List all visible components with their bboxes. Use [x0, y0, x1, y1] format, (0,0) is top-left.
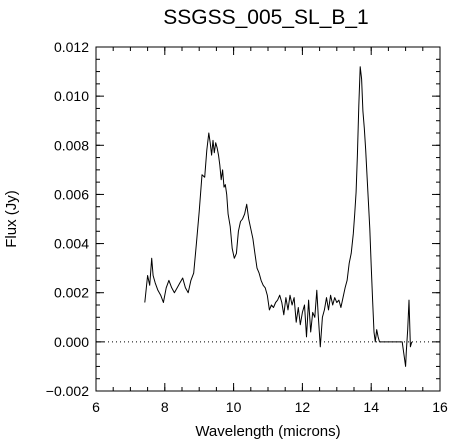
x-axis: 6 8 10 12 14 16: [92, 47, 448, 415]
plot-frame: [95, 46, 441, 392]
y-tick-label: 0.002: [54, 285, 89, 301]
y-tick-label: 0.010: [54, 88, 89, 104]
y-tick-label: 0.008: [54, 137, 89, 153]
y-tick-label: 0.004: [54, 236, 89, 252]
chart-title: SSGSS_005_SL_B_1: [163, 6, 369, 29]
x-axis-label: Wavelength (microns): [195, 423, 340, 440]
x-tick-label: 16: [432, 399, 448, 415]
y-axis: −0.002 0.000 0.002 0.004 0.006 0.008 0.010 0.01…: [46, 39, 440, 399]
series-layer: [144, 66, 413, 367]
x-tick-label: 12: [295, 399, 311, 415]
y-tick-label: 0.000: [54, 334, 89, 350]
y-tick-label: −0.002: [46, 383, 89, 399]
y-tick-label: 0.006: [54, 186, 89, 202]
x-tick-label: 14: [363, 399, 379, 415]
series-line-0: [144, 66, 413, 367]
x-tick-label: 6: [92, 399, 100, 415]
y-tick-label: 0.012: [54, 39, 89, 55]
x-tick-label: 8: [161, 399, 169, 415]
y-axis-label: Flux (Jy): [3, 190, 20, 248]
x-tick-label: 10: [226, 399, 242, 415]
